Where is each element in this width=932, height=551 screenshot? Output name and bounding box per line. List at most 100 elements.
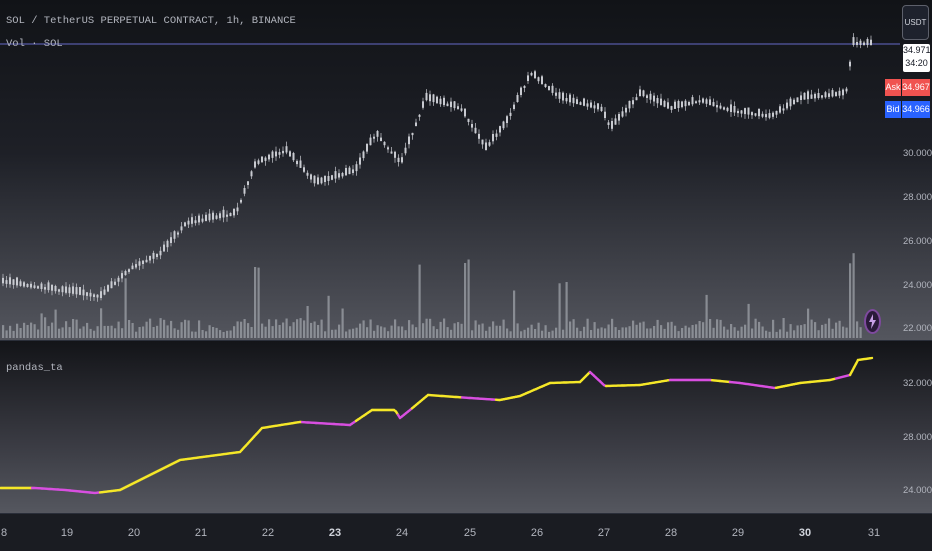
candle-body <box>436 97 438 104</box>
candle-body <box>111 281 113 288</box>
candle-body <box>622 111 624 116</box>
candle-body <box>370 138 372 146</box>
volume-bar <box>797 325 799 338</box>
volume-bar <box>811 320 813 338</box>
volume-bar <box>398 326 400 338</box>
time-label: 28 <box>665 527 677 539</box>
volume-bar <box>338 325 340 338</box>
candle-body <box>569 95 571 103</box>
volume-bar <box>279 325 281 338</box>
volume-bar <box>328 296 330 338</box>
volume-bar <box>303 320 305 338</box>
candle-body <box>440 99 442 105</box>
candle-body <box>814 94 816 99</box>
candle-body <box>611 121 613 129</box>
candle-body <box>34 285 36 288</box>
candle-body <box>832 90 834 96</box>
volume-bar <box>128 320 130 338</box>
candle-body <box>16 278 18 286</box>
volume-bar <box>615 327 617 338</box>
candle-body <box>664 101 666 107</box>
volume-bar <box>226 331 228 338</box>
candle-body <box>615 118 617 124</box>
volume-bar <box>419 265 421 338</box>
candle-body <box>443 98 445 105</box>
volume-bar <box>37 330 39 339</box>
candle-body <box>524 86 526 88</box>
candle-body <box>58 289 60 291</box>
lightning-bolt-icon[interactable] <box>864 309 881 334</box>
indicator-legend[interactable]: pandas_ta <box>6 362 63 374</box>
candle-body <box>447 104 449 107</box>
candle-body <box>517 95 519 102</box>
volume-bar <box>254 267 256 338</box>
candle-body <box>223 210 225 218</box>
candle-body <box>191 217 193 224</box>
candle-body <box>685 101 687 107</box>
volume-bar <box>314 322 316 339</box>
candle-body <box>692 97 694 104</box>
candle-body <box>345 168 347 175</box>
candle-body <box>226 215 228 217</box>
candle-body <box>454 101 456 108</box>
candle-body <box>44 287 46 290</box>
candle-body <box>356 164 358 171</box>
candle-body <box>317 177 319 184</box>
candle-body <box>783 108 785 110</box>
volume-bar <box>384 327 386 338</box>
volume-bar <box>209 325 211 338</box>
volume-bar <box>132 323 134 338</box>
volume-bar <box>779 329 781 338</box>
candle-body <box>286 146 288 152</box>
candle-body <box>170 237 172 243</box>
volume-bar <box>219 330 221 338</box>
candle-body <box>555 93 557 96</box>
candle-body <box>216 215 218 219</box>
candle-body <box>342 173 344 176</box>
candle-body <box>520 88 522 95</box>
candle-body <box>76 287 78 294</box>
time-axis[interactable]: 8 19 20 21 22 23 24 25 26 27 28 29 30 31 <box>0 513 932 551</box>
candle-body <box>261 157 263 163</box>
volume-bar <box>380 326 382 338</box>
candle-body <box>653 96 655 102</box>
candle-body <box>713 102 715 106</box>
volume-bar <box>681 328 683 338</box>
volume-bar <box>776 332 778 338</box>
candle-body <box>300 161 302 168</box>
volume-bar <box>86 323 88 338</box>
volume-bar <box>720 320 722 338</box>
candle-body <box>531 73 533 75</box>
candle-body <box>552 86 554 93</box>
candle-body <box>387 147 389 149</box>
volume-legend[interactable]: Vol · SOL <box>6 38 63 50</box>
candle-body <box>562 93 564 101</box>
volume-bar <box>195 332 197 338</box>
candle-body <box>496 134 498 137</box>
currency-button[interactable]: USDT <box>902 5 929 40</box>
volume-bar <box>415 327 417 338</box>
candle-body <box>506 116 508 123</box>
candle-body <box>573 98 575 103</box>
volume-bar <box>611 319 613 338</box>
candle-body <box>244 188 246 194</box>
candle-body <box>629 101 631 109</box>
volume-bar <box>90 329 92 338</box>
volume-bar <box>520 331 522 338</box>
volume-bar <box>604 328 606 338</box>
candle-body <box>163 245 165 252</box>
indicator-axis-label: 28.000 <box>902 432 932 443</box>
candle-body <box>128 269 130 272</box>
volume-bar <box>356 328 358 338</box>
volume-bar <box>709 319 711 338</box>
volume-bar <box>352 329 354 338</box>
candle-body <box>366 144 368 152</box>
symbol-legend[interactable]: SOL / TetherUS PERPETUAL CONTRACT, 1h, B… <box>6 15 296 27</box>
ask-value: 34.967 <box>902 79 930 96</box>
volume-bar <box>492 321 494 338</box>
volume-bar <box>772 320 774 338</box>
volume-bar <box>240 322 242 338</box>
candle-body <box>597 103 599 109</box>
volume-bar <box>723 327 725 338</box>
